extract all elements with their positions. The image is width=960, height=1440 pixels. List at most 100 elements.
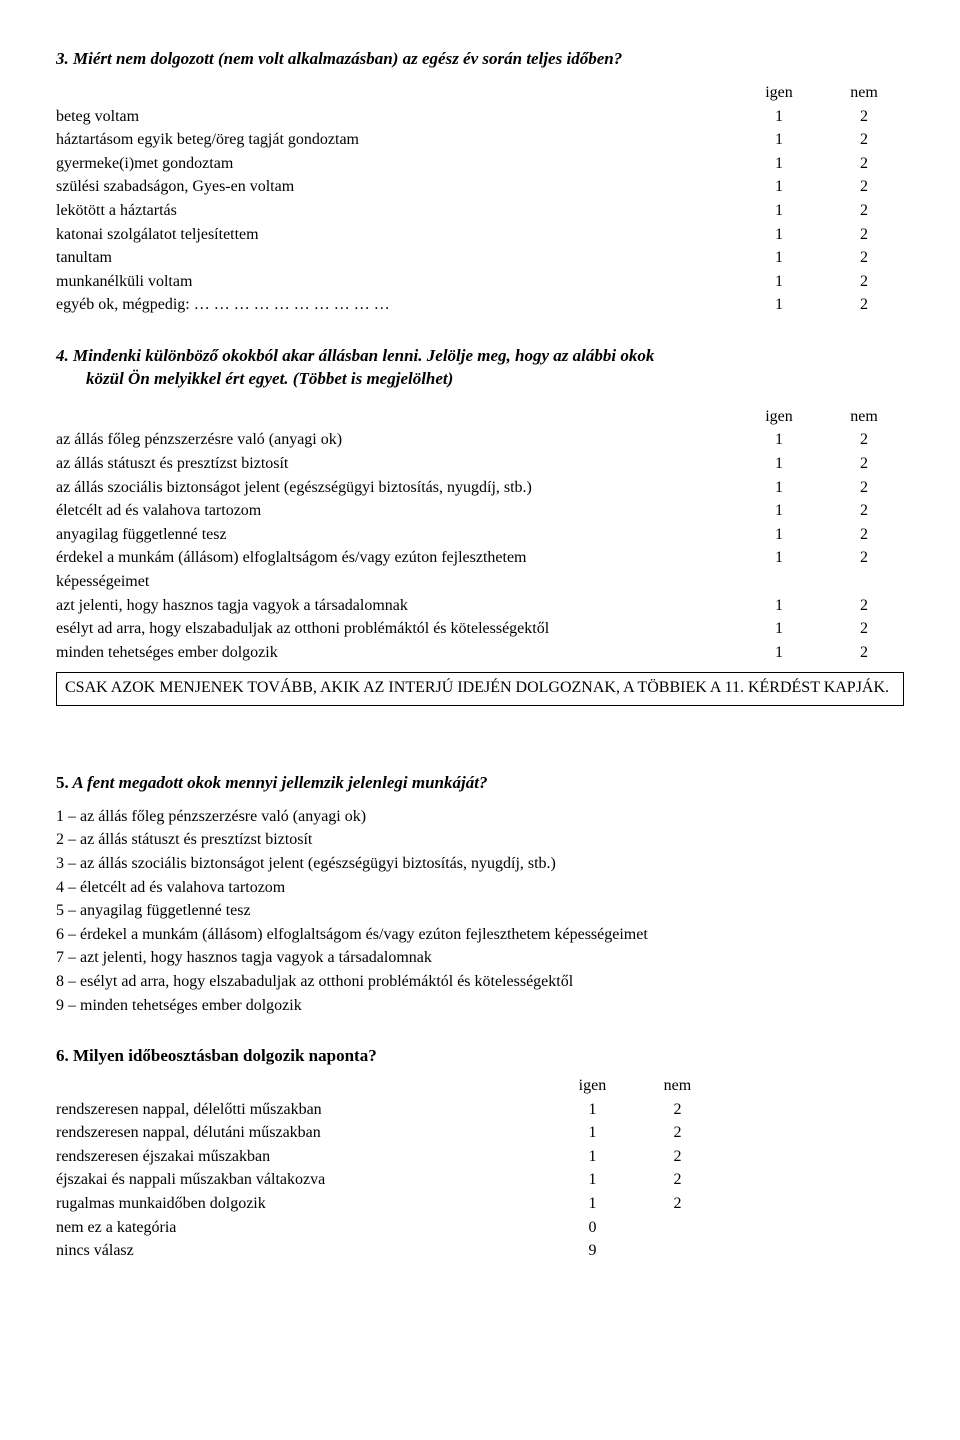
value-nem: 2 [824,152,904,176]
table-row: egyéb ok, mégpedig: … … … … … … … … … …1… [56,293,904,317]
value-igen: 1 [547,1168,637,1192]
value-nem: 2 [637,1098,717,1122]
list-item: 1 – az állás főleg pénzszerzésre való (a… [56,805,904,829]
value-igen: 1 [734,594,824,618]
q5-title: 5. A fent megadott okok mennyi jellemzik… [56,772,904,795]
col-header-igen: igen [734,81,824,105]
table-row-continuation: képességeimet [56,570,904,594]
table-row: az állás szociális biztonságot jelent (e… [56,476,904,500]
value-nem: 2 [824,428,904,452]
col-header-igen: igen [547,1074,637,1098]
value-igen: 1 [734,175,824,199]
table-row: nincs válasz9 [56,1239,717,1263]
value-nem: 2 [824,246,904,270]
value-nem: 2 [824,594,904,618]
value-nem [637,1239,717,1263]
row-label-cont: képességeimet [56,570,734,594]
list-item: 2 – az állás státuszt és presztízst bizt… [56,828,904,852]
list-item: 7 – azt jelenti, hogy hasznos tagja vagy… [56,946,904,970]
row-label: szülési szabadságon, Gyes-en voltam [56,175,734,199]
row-label: éjszakai és nappali műszakban váltakozva [56,1168,547,1192]
value-igen: 1 [547,1192,637,1216]
q4-note-box: CSAK AZOK MENJENEK TOVÁBB, AKIK AZ INTER… [56,672,904,706]
table-row: érdekel a munkám (állásom) elfoglaltságo… [56,546,904,570]
q3-title: 3. Miért nem dolgozott (nem volt alkalma… [56,48,904,71]
value-nem: 2 [824,175,904,199]
value-nem: 2 [824,476,904,500]
row-label: beteg voltam [56,105,734,129]
table-row: az állás főleg pénzszerzésre való (anyag… [56,428,904,452]
value-igen: 0 [547,1216,637,1240]
list-item: 5 – anyagilag függetlenné tesz [56,899,904,923]
table-row: az állás státuszt és presztízst biztosít… [56,452,904,476]
value-igen: 1 [734,546,824,570]
row-label: azt jelenti, hogy hasznos tagja vagyok a… [56,594,734,618]
list-item: 4 – életcélt ad és valahova tartozom [56,876,904,900]
row-label: nem ez a kategória [56,1216,547,1240]
value-nem: 2 [824,617,904,641]
value-nem: 2 [637,1192,717,1216]
value-nem: 2 [824,128,904,152]
list-item: 8 – esélyt ad arra, hogy elszabaduljak a… [56,970,904,994]
row-label: az állás szociális biztonságot jelent (e… [56,476,734,500]
value-igen: 1 [734,293,824,317]
col-header-nem: nem [637,1074,717,1098]
value-igen: 1 [734,523,824,547]
row-label: katonai szolgálatot teljesítettem [56,223,734,247]
table-row: gyermeke(i)met gondoztam12 [56,152,904,176]
list-item: 3 – az állás szociális biztonságot jelen… [56,852,904,876]
table-row: lekötött a háztartás12 [56,199,904,223]
row-label: minden tehetséges ember dolgozik [56,641,734,665]
value-igen: 1 [734,223,824,247]
value-nem: 2 [824,523,904,547]
table-row: esélyt ad arra, hogy elszabaduljak az ot… [56,617,904,641]
table-row: nem ez a kategória0 [56,1216,717,1240]
row-label: anyagilag függetlenné tesz [56,523,734,547]
value-igen: 1 [734,617,824,641]
q4-table: igen nem az állás főleg pénzszerzésre va… [56,405,904,665]
table-row: anyagilag függetlenné tesz12 [56,523,904,547]
table-row: minden tehetséges ember dolgozik12 [56,641,904,665]
value-nem: 2 [637,1121,717,1145]
value-nem: 2 [824,452,904,476]
value-igen: 1 [734,246,824,270]
row-label: lekötött a háztartás [56,199,734,223]
row-label: az állás státuszt és presztízst biztosít [56,452,734,476]
value-igen: 1 [547,1098,637,1122]
table-row: háztartásom egyik beteg/öreg tagját gond… [56,128,904,152]
col-header-nem: nem [824,81,904,105]
value-igen: 1 [734,428,824,452]
table-row: szülési szabadságon, Gyes-en voltam12 [56,175,904,199]
value-igen: 9 [547,1239,637,1263]
row-label: munkanélküli voltam [56,270,734,294]
value-nem: 2 [824,223,904,247]
list-item: 9 – minden tehetséges ember dolgozik [56,994,904,1018]
row-label: rendszeresen nappal, délutáni műszakban [56,1121,547,1145]
row-label: nincs válasz [56,1239,547,1263]
row-label: rendszeresen éjszakai műszakban [56,1145,547,1169]
table-row: tanultam12 [56,246,904,270]
q3-table: igen nem beteg voltam12háztartásom egyik… [56,81,904,317]
row-label: az állás főleg pénzszerzésre való (anyag… [56,428,734,452]
value-nem: 2 [824,199,904,223]
col-header-nem: nem [824,405,904,429]
value-nem: 2 [824,641,904,665]
row-label: életcélt ad és valahova tartozom [56,499,734,523]
table-row: életcélt ad és valahova tartozom12 [56,499,904,523]
table-row: rendszeresen nappal, délelőtti műszakban… [56,1098,717,1122]
value-nem: 2 [824,270,904,294]
value-igen: 1 [734,476,824,500]
table-row: munkanélküli voltam12 [56,270,904,294]
q5-list: 1 – az állás főleg pénzszerzésre való (a… [56,805,904,1017]
row-label: háztartásom egyik beteg/öreg tagját gond… [56,128,734,152]
value-igen: 1 [734,128,824,152]
list-item: 6 – érdekel a munkám (állásom) elfoglalt… [56,923,904,947]
value-nem: 2 [824,499,904,523]
value-igen: 1 [734,105,824,129]
row-label: tanultam [56,246,734,270]
value-igen: 1 [547,1145,637,1169]
value-nem: 2 [824,105,904,129]
value-igen: 1 [734,199,824,223]
value-igen: 1 [734,499,824,523]
value-nem [637,1216,717,1240]
